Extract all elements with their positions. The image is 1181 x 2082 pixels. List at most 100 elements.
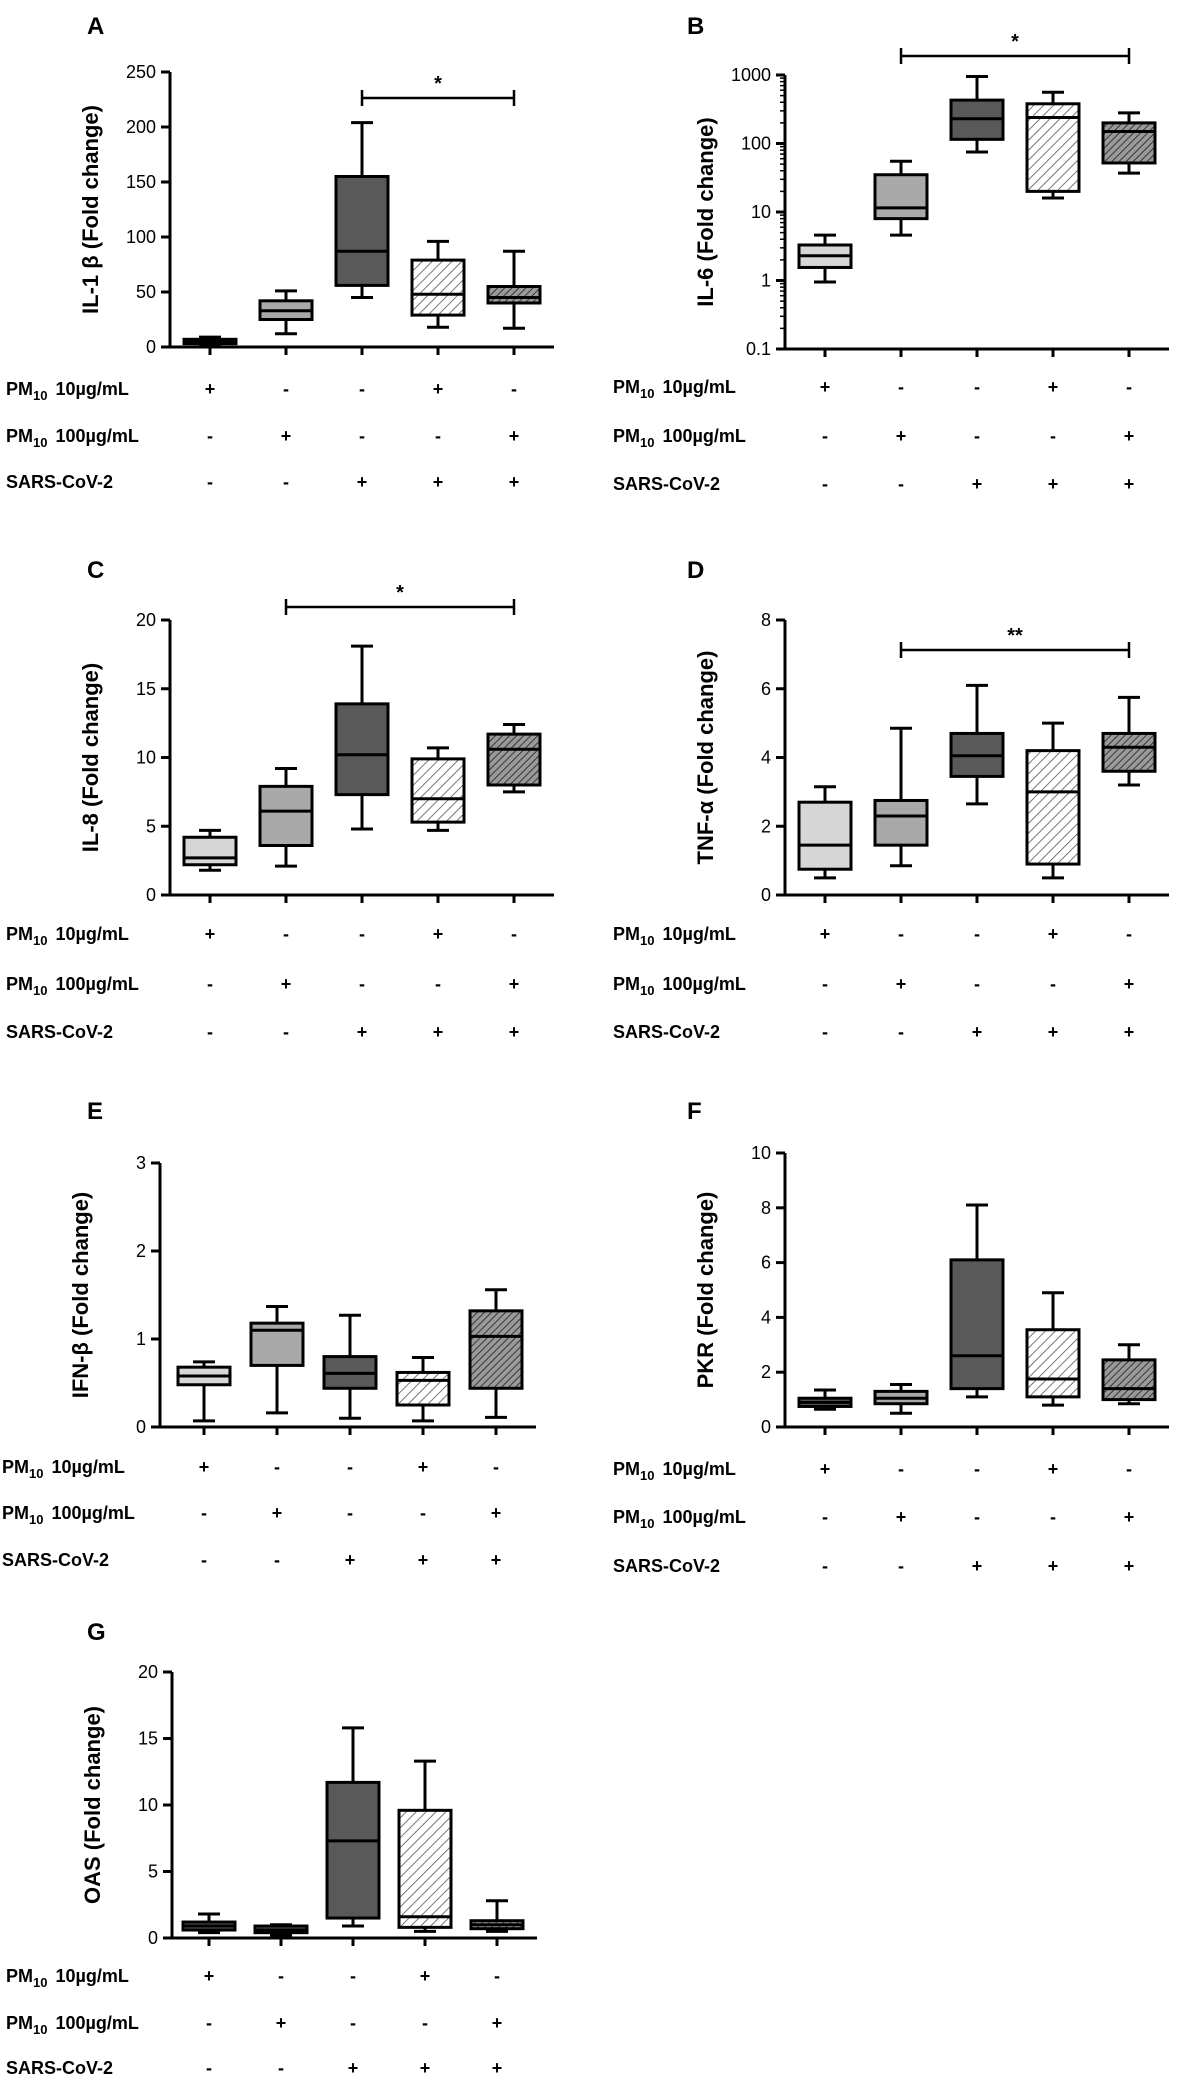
condition-sign: + [492, 2058, 503, 2078]
y-tick-label: 2 [761, 816, 771, 836]
condition-label-sars: SARS-CoV-2 [613, 1022, 720, 1042]
condition-sign: - [274, 1550, 280, 1570]
condition-sign: - [822, 474, 828, 494]
box-2 [873, 726, 929, 868]
condition-sign: + [820, 377, 831, 397]
condition-label-sars: SARS-CoV-2 [2, 1550, 109, 1570]
condition-label-sars: SARS-CoV-2 [613, 1556, 720, 1576]
box-iqr [1101, 1358, 1157, 1402]
label-text: PM [613, 974, 640, 994]
panel-letter: B [687, 13, 704, 40]
box-5 [1101, 1343, 1157, 1406]
box-2 [253, 1923, 309, 1937]
label-text: PM [6, 379, 33, 399]
label-text: SARS-CoV-2 [6, 472, 113, 492]
label-text: PM [613, 1507, 640, 1527]
condition-sign: + [1124, 1507, 1135, 1527]
box-iqr [1025, 749, 1081, 866]
label-text: PM [613, 426, 640, 446]
box-5 [486, 723, 542, 794]
condition-label-pm10_low: PM10 10µg/mL [613, 924, 736, 948]
condition-sign: - [1126, 1459, 1132, 1479]
condition-sign: - [898, 1459, 904, 1479]
condition-sign: + [345, 1550, 356, 1570]
condition-sign: - [511, 924, 517, 944]
y-tick-label: 4 [761, 748, 771, 768]
panel-letter: F [687, 1098, 702, 1125]
box-iqr [873, 173, 929, 221]
y-tick-label: 1 [136, 1329, 146, 1349]
label-subscript: 10 [33, 2022, 47, 2037]
y-tick-label: 4 [761, 1307, 771, 1327]
panel-letter: A [87, 13, 104, 40]
box-3 [322, 1313, 378, 1420]
box-iqr [486, 285, 542, 305]
condition-sign: - [1050, 1507, 1056, 1527]
condition-label-sars: SARS-CoV-2 [6, 1022, 113, 1042]
box-2 [258, 767, 314, 868]
y-tick-label: 20 [136, 610, 156, 630]
condition-sign: + [492, 2013, 503, 2033]
condition-sign: + [357, 1022, 368, 1042]
condition-sign: + [1048, 1022, 1059, 1042]
significance-label: * [434, 73, 442, 95]
condition-sign: - [347, 1503, 353, 1523]
condition-sign: - [1050, 974, 1056, 994]
condition-sign: - [822, 426, 828, 446]
condition-sign: + [896, 426, 907, 446]
condition-sign: - [359, 379, 365, 399]
condition-sign: - [278, 2058, 284, 2078]
box-1 [797, 785, 853, 880]
condition-sign: + [357, 472, 368, 492]
box-iqr [395, 1370, 451, 1407]
y-axis-label: OAS (Fold change) [80, 1706, 105, 1904]
y-tick-label: 0 [761, 1417, 771, 1437]
condition-sign: + [1124, 474, 1135, 494]
condition-sign: - [283, 379, 289, 399]
condition-sign: - [350, 1966, 356, 1986]
label-text: PM [613, 924, 640, 944]
label-subscript: 10 [33, 933, 47, 948]
y-axis-label: IL-8 (Fold change) [78, 663, 103, 852]
label-text: PM [6, 924, 33, 944]
condition-sign: + [1048, 474, 1059, 494]
box-3 [949, 683, 1005, 806]
y-axis-label: IL-1 β (Fold change) [78, 105, 103, 314]
condition-sign: - [1050, 426, 1056, 446]
condition-sign: - [350, 2013, 356, 2033]
box-iqr [258, 784, 314, 847]
condition-label-pm10_low: PM10 10µg/mL [613, 377, 736, 401]
condition-sign: + [972, 1556, 983, 1576]
box-5 [486, 249, 542, 330]
condition-label-pm10_low: PM10 10µg/mL [6, 1966, 129, 1990]
label-dose: 100µg/mL [55, 426, 138, 446]
y-tick-label: 10 [751, 1143, 771, 1163]
label-subscript: 10 [33, 388, 47, 403]
box-2 [873, 159, 929, 237]
label-text: SARS-CoV-2 [2, 1550, 109, 1570]
y-tick-label: 15 [138, 1729, 158, 1749]
condition-sign: - [359, 924, 365, 944]
condition-sign: - [974, 1459, 980, 1479]
condition-sign: + [1124, 1022, 1135, 1042]
y-tick-label: 150 [126, 172, 156, 192]
y-axis-label: IL-6 (Fold change) [693, 117, 718, 306]
box-iqr [468, 1309, 524, 1390]
condition-sign: + [199, 1457, 210, 1477]
box-4 [397, 1759, 453, 1933]
condition-sign: + [348, 2058, 359, 2078]
box-1 [181, 1912, 237, 1935]
box-iqr [486, 732, 542, 787]
condition-sign: + [1124, 426, 1135, 446]
label-subscript: 10 [29, 1466, 43, 1481]
condition-sign: + [433, 472, 444, 492]
condition-label-pm10_high: PM10 100µg/mL [6, 2013, 139, 2037]
y-tick-label: 15 [136, 679, 156, 699]
box-5 [468, 1288, 524, 1419]
condition-sign: - [974, 426, 980, 446]
condition-sign: + [896, 974, 907, 994]
condition-sign: + [204, 1966, 215, 1986]
